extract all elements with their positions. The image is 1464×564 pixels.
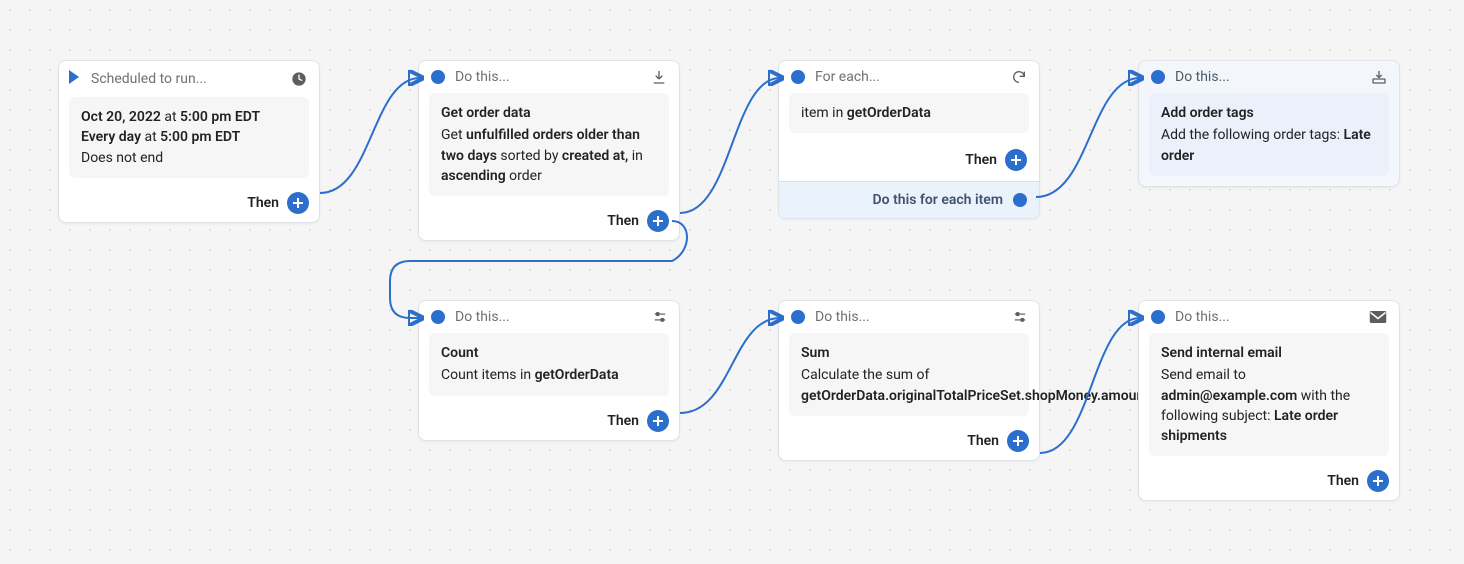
flow-node-for-each[interactable]: For each... item in getOrderData Then Do th… — [778, 60, 1040, 219]
node-description: Calculate the sum of getOrderData.origin… — [801, 365, 1017, 406]
node-body: SumCalculate the sum of getOrderData.ori… — [789, 333, 1029, 416]
node-header-label: Do this... — [815, 309, 1003, 325]
node-dot-icon — [791, 310, 805, 324]
foreach-footer: Do this for each item — [779, 181, 1039, 218]
flow-node-trigger[interactable]: Scheduled to run... Oct 20, 2022 at 5:00 … — [58, 60, 320, 223]
node-body: CountCount items in getOrderData — [429, 333, 669, 396]
node-header-label: Do this... — [455, 69, 641, 85]
download-icon — [651, 69, 667, 85]
then-label: Then — [965, 152, 997, 168]
add-step-button[interactable] — [1005, 149, 1027, 171]
node-title: Add order tags — [1161, 103, 1377, 123]
node-title: Get order data — [441, 103, 657, 123]
add-step-button[interactable] — [1367, 470, 1389, 492]
node-dot-icon — [431, 70, 445, 84]
node-header: Do this... — [1139, 301, 1399, 329]
then-label: Then — [607, 413, 639, 429]
play-icon — [67, 69, 81, 89]
mail-icon — [1369, 310, 1387, 324]
then-label: Then — [607, 213, 639, 229]
then-label: Then — [967, 433, 999, 449]
add-step-button[interactable] — [287, 192, 309, 214]
node-then-row: Then — [779, 143, 1039, 181]
node-dot-icon — [791, 70, 805, 84]
node-header: For each... — [779, 61, 1039, 89]
node-title: Sum — [801, 343, 1017, 363]
clock-icon — [291, 71, 307, 87]
node-header-label: For each... — [815, 69, 1001, 85]
then-label: Then — [247, 195, 279, 211]
node-body: Send internal emailSend email to admin@e… — [1149, 333, 1389, 456]
node-body: Add order tagsAdd the following order ta… — [1149, 93, 1389, 176]
settings-sliders-icon — [653, 310, 667, 324]
node-header: Do this... — [419, 301, 679, 329]
node-description: Add the following order tags: Late order — [1161, 125, 1377, 166]
settings-sliders-icon — [1013, 310, 1027, 324]
node-dot-icon — [1151, 310, 1165, 324]
node-description: Oct 20, 2022 at 5:00 pm EDTEvery day at … — [81, 107, 297, 168]
flow-node-add-tags[interactable]: Do this... Add order tagsAdd the followin… — [1138, 60, 1400, 187]
node-body: item in getOrderData — [789, 93, 1029, 133]
flow-node-get-order-data[interactable]: Do this... Get order dataGet unfulfilled … — [418, 60, 680, 241]
node-header-label: Scheduled to run... — [91, 71, 281, 87]
node-header-label: Do this... — [1175, 69, 1361, 85]
node-header-label: Do this... — [1175, 309, 1359, 325]
flow-node-sum[interactable]: Do this... SumCalculate the sum of getOrd… — [778, 300, 1040, 461]
node-description: Get unfulfilled orders older than two da… — [441, 125, 657, 186]
add-step-button[interactable] — [1007, 430, 1029, 452]
node-footer: Then — [1139, 466, 1399, 500]
node-footer: Then — [59, 188, 319, 222]
node-body: Get order dataGet unfulfilled orders old… — [429, 93, 669, 196]
add-step-button[interactable] — [647, 210, 669, 232]
download-box-icon — [1371, 69, 1387, 85]
foreach-connector-dot[interactable] — [1013, 193, 1027, 207]
node-header: Do this... — [779, 301, 1039, 329]
node-title: Count — [441, 343, 657, 363]
flow-node-email[interactable]: Do this... Send internal emailSend email … — [1138, 300, 1400, 501]
node-title: Send internal email — [1161, 343, 1377, 363]
node-dot-icon — [1151, 70, 1165, 84]
foreach-footer-label: Do this for each item — [873, 192, 1003, 208]
node-description: Send email to admin@example.com with the… — [1161, 365, 1377, 446]
node-header: Scheduled to run... — [59, 61, 319, 93]
refresh-icon — [1011, 69, 1027, 85]
node-description: Count items in getOrderData — [441, 365, 657, 385]
node-body: Oct 20, 2022 at 5:00 pm EDTEvery day at … — [69, 97, 309, 178]
node-dot-icon — [431, 310, 445, 324]
then-label: Then — [1327, 473, 1359, 489]
node-header: Do this... — [1139, 61, 1399, 89]
add-step-button[interactable] — [647, 410, 669, 432]
flow-canvas[interactable]: Scheduled to run... Oct 20, 2022 at 5:00 … — [0, 0, 1464, 564]
node-footer: Then — [419, 206, 679, 240]
node-header-label: Do this... — [455, 309, 643, 325]
node-footer: Then — [779, 426, 1039, 460]
node-description: item in getOrderData — [801, 103, 1017, 123]
node-footer: Then — [419, 406, 679, 440]
flow-node-count[interactable]: Do this... CountCount items in getOrderDa… — [418, 300, 680, 441]
node-header: Do this... — [419, 61, 679, 89]
